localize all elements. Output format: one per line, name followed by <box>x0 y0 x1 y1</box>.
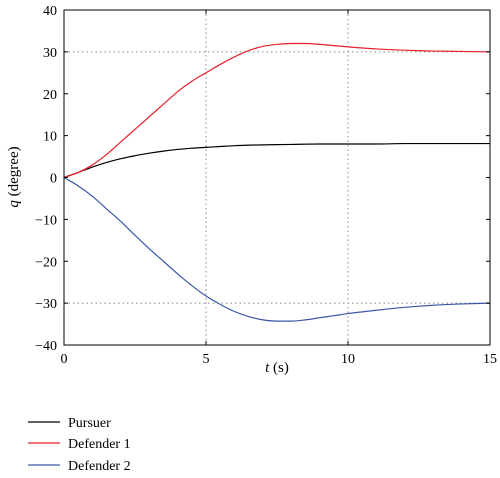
y-axis-label-unit: (degree) <box>6 146 22 200</box>
legend-label-defender-1: Defender 1 <box>68 437 131 452</box>
y-tick-label: 0 <box>50 172 57 187</box>
x-tick-label: 15 <box>483 352 497 367</box>
legend: Pursuer Defender 1 Defender 2 <box>28 416 131 474</box>
x-tick-label: 5 <box>203 352 210 367</box>
y-tick-label: −30 <box>35 297 57 312</box>
grid <box>64 10 490 345</box>
y-tick-label: −10 <box>35 213 57 228</box>
y-axis-label-variable: q <box>6 200 22 208</box>
x-axis-label-unit: (s) <box>269 360 289 376</box>
x-axis-label-variable: t <box>265 360 270 376</box>
y-tick-label: 20 <box>43 88 57 103</box>
legend-label-pursuer: Pursuer <box>68 416 111 431</box>
series-line-defender-2 <box>63 176 491 322</box>
y-tick-label: −40 <box>35 339 57 354</box>
x-tick-label: 10 <box>341 352 355 367</box>
series-line-defender-1 <box>63 42 491 179</box>
series-lines <box>63 42 491 322</box>
y-tick-label: −20 <box>35 255 57 270</box>
legend-label-defender-2: Defender 2 <box>68 459 131 474</box>
y-tick-label: 10 <box>43 130 57 145</box>
x-tick-label: 0 <box>61 352 68 367</box>
x-axis-label: t (s) <box>265 360 289 376</box>
y-axis-ticks: −40 −30 −20 −10 0 10 20 30 40 <box>35 4 490 354</box>
series-line-pursuer <box>63 142 490 179</box>
plot-frame <box>63 9 491 346</box>
y-tick-label: 30 <box>43 46 57 61</box>
x-axis-ticks: 0 5 10 15 <box>61 10 497 367</box>
y-axis-label: q (degree) <box>6 146 22 207</box>
y-tick-label: 40 <box>43 4 57 19</box>
